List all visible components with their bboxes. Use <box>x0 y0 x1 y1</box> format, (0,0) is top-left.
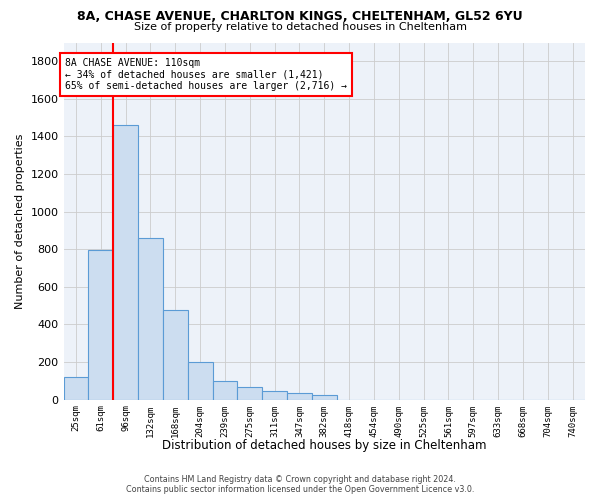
Text: 8A, CHASE AVENUE, CHARLTON KINGS, CHELTENHAM, GL52 6YU: 8A, CHASE AVENUE, CHARLTON KINGS, CHELTE… <box>77 10 523 23</box>
Bar <box>312 395 337 400</box>
Bar <box>113 125 138 400</box>
Bar <box>262 391 287 400</box>
Text: Size of property relative to detached houses in Cheltenham: Size of property relative to detached ho… <box>133 22 467 32</box>
Bar <box>238 388 262 400</box>
Bar <box>163 310 188 400</box>
X-axis label: Distribution of detached houses by size in Cheltenham: Distribution of detached houses by size … <box>162 440 487 452</box>
Bar <box>212 381 238 400</box>
Bar <box>138 238 163 400</box>
Text: 8A CHASE AVENUE: 110sqm
← 34% of detached houses are smaller (1,421)
65% of semi: 8A CHASE AVENUE: 110sqm ← 34% of detache… <box>65 58 347 90</box>
Bar <box>64 377 88 400</box>
Y-axis label: Number of detached properties: Number of detached properties <box>15 134 25 308</box>
Bar <box>88 250 113 400</box>
Bar <box>287 393 312 400</box>
Text: Contains HM Land Registry data © Crown copyright and database right 2024.
Contai: Contains HM Land Registry data © Crown c… <box>126 474 474 494</box>
Bar <box>188 362 212 400</box>
